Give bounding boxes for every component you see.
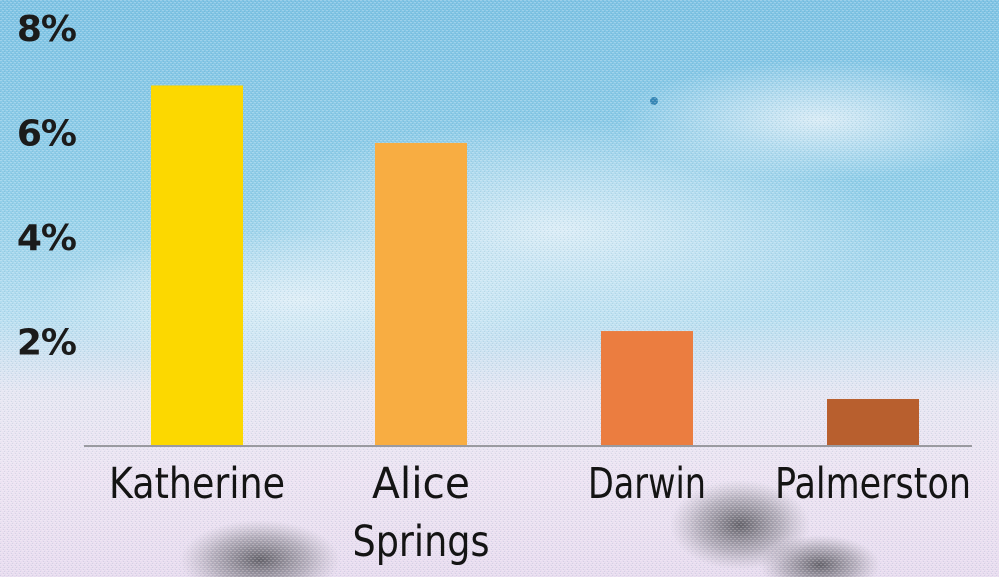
x-category-label: Katherine (109, 459, 285, 509)
x-axis: Katherine Alice Springs Darwin Palmerston (109, 459, 971, 567)
bar-darwin (601, 331, 693, 446)
x-category-label: Darwin (588, 459, 706, 509)
x-category-label: Alice (372, 459, 470, 509)
bar-alice-springs (375, 142, 467, 446)
y-tick-label: 2% (17, 323, 76, 364)
y-tick-label: 6% (17, 114, 76, 155)
bar-palmerston (827, 398, 919, 446)
bar-katherine (151, 85, 243, 446)
bars (151, 85, 919, 446)
y-axis: 2% 4% 6% 8% (17, 9, 77, 364)
x-category-label: Palmerston (775, 459, 971, 509)
y-tick-label: 4% (17, 218, 76, 259)
y-tick-label: 8% (17, 9, 76, 50)
x-category-label: Springs (353, 517, 490, 567)
